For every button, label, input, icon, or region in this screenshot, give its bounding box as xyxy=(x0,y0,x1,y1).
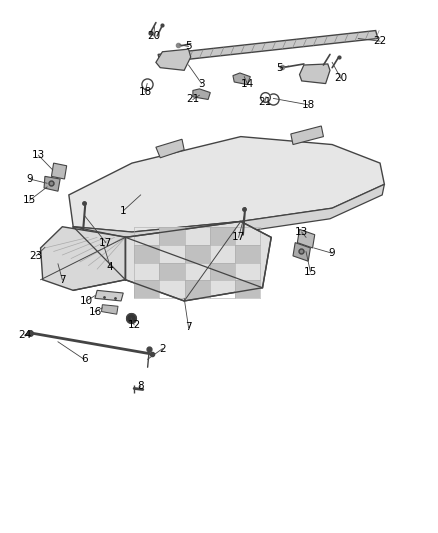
Text: 15: 15 xyxy=(304,267,317,277)
Polygon shape xyxy=(291,126,323,144)
Polygon shape xyxy=(41,227,127,290)
Polygon shape xyxy=(158,30,378,62)
Polygon shape xyxy=(159,227,185,245)
Text: 5: 5 xyxy=(185,42,192,52)
Text: 22: 22 xyxy=(374,36,387,46)
Text: 7: 7 xyxy=(185,322,192,333)
Polygon shape xyxy=(71,184,385,243)
Text: 12: 12 xyxy=(127,320,141,330)
Polygon shape xyxy=(235,280,260,298)
Text: 6: 6 xyxy=(81,354,88,364)
Text: 7: 7 xyxy=(59,274,66,285)
Polygon shape xyxy=(102,305,118,314)
Text: 8: 8 xyxy=(138,381,144,391)
Text: 21: 21 xyxy=(186,94,200,104)
Text: 14: 14 xyxy=(240,78,254,88)
Polygon shape xyxy=(156,139,184,158)
Text: 15: 15 xyxy=(23,195,36,205)
Text: 18: 18 xyxy=(302,100,315,110)
Text: 1: 1 xyxy=(120,206,127,216)
Polygon shape xyxy=(210,227,235,245)
Text: 5: 5 xyxy=(277,63,283,72)
Text: 21: 21 xyxy=(258,97,271,107)
Polygon shape xyxy=(297,229,315,248)
Polygon shape xyxy=(134,280,159,298)
Text: 13: 13 xyxy=(32,150,45,160)
Polygon shape xyxy=(156,49,191,70)
Polygon shape xyxy=(293,243,311,261)
Polygon shape xyxy=(159,263,185,280)
Text: 20: 20 xyxy=(147,31,160,41)
Polygon shape xyxy=(95,290,123,301)
Text: 2: 2 xyxy=(159,344,166,354)
Text: 10: 10 xyxy=(80,296,93,306)
Text: 23: 23 xyxy=(30,251,43,261)
Polygon shape xyxy=(235,245,260,263)
Polygon shape xyxy=(193,89,210,100)
Polygon shape xyxy=(185,280,210,298)
Text: 17: 17 xyxy=(232,232,245,243)
Text: 20: 20 xyxy=(334,73,347,83)
Polygon shape xyxy=(69,136,385,232)
Polygon shape xyxy=(185,245,210,263)
Text: 17: 17 xyxy=(99,238,113,248)
Polygon shape xyxy=(125,221,271,301)
Text: 18: 18 xyxy=(138,86,152,96)
Polygon shape xyxy=(44,176,60,191)
Polygon shape xyxy=(300,64,330,84)
Text: 4: 4 xyxy=(107,262,113,271)
Polygon shape xyxy=(233,73,251,85)
Text: 9: 9 xyxy=(329,248,336,259)
Polygon shape xyxy=(134,245,159,263)
Text: 3: 3 xyxy=(198,78,205,88)
Text: 13: 13 xyxy=(295,227,308,237)
Polygon shape xyxy=(210,263,235,280)
Text: 16: 16 xyxy=(88,306,102,317)
Polygon shape xyxy=(51,163,67,179)
Text: 9: 9 xyxy=(26,174,33,184)
Text: 24: 24 xyxy=(19,330,32,341)
